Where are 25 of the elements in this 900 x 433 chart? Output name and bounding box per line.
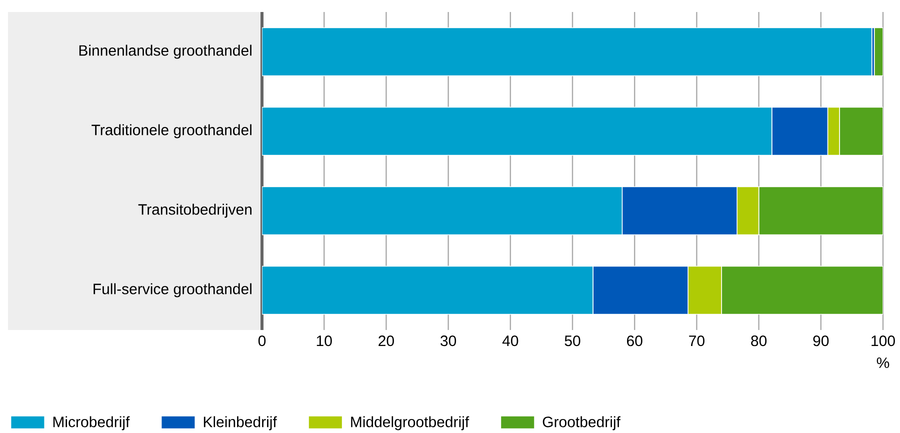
bar: [874, 28, 883, 76]
bar: [262, 266, 594, 315]
legend-label: Middelgrootbedrijf: [351, 416, 470, 430]
x-tick-label: 70: [689, 336, 704, 346]
x-tick-label: 50: [564, 336, 580, 346]
x-tick-label: 30: [440, 336, 456, 346]
x-axis-title: %: [876, 358, 890, 368]
x-tick-label: 20: [378, 336, 394, 346]
bar: [262, 107, 772, 156]
legend-label: Kleinbedrijf: [204, 416, 277, 430]
x-tick-label: 10: [316, 336, 332, 346]
legend-label: Grootbedrijf: [542, 416, 620, 430]
bar: [262, 28, 872, 76]
x-tick-label: 0: [258, 336, 266, 346]
x-tick-label: 40: [502, 336, 518, 346]
x-tick-label: 100: [872, 336, 895, 346]
y-tick-label: Traditionele groothandel: [92, 124, 252, 138]
bar: [262, 186, 623, 236]
y-tick-label: Binnenlandse groothandel: [79, 44, 252, 59]
x-tick-label: 90: [813, 336, 829, 346]
legend-label: Microbedrijf: [53, 416, 130, 430]
x-tick-label: 80: [751, 336, 767, 346]
x-tick-label: 60: [627, 336, 642, 346]
y-tick-label: Transitobedrijven: [138, 204, 252, 218]
y-tick-label: Full-service groothandel: [94, 283, 252, 298]
